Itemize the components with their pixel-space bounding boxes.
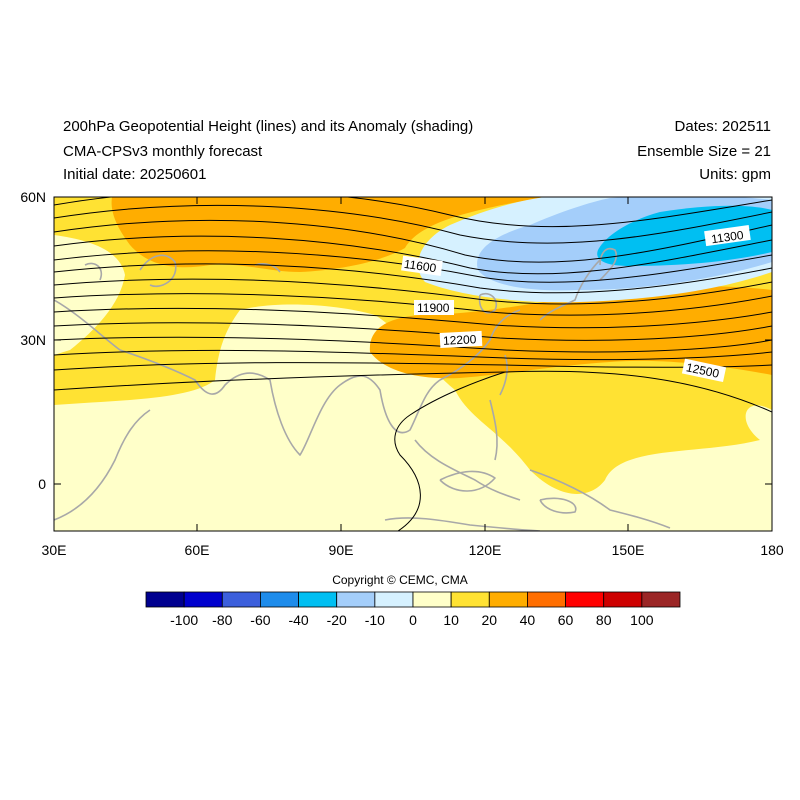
x-tick-60e: 60E <box>185 542 210 558</box>
colorbar-swatch <box>565 591 605 608</box>
colorbar-swatch <box>374 591 414 608</box>
x-tick-90e: 90E <box>329 542 354 558</box>
colorbar-swatch <box>336 591 376 608</box>
colorbar-tick-label: -60 <box>250 612 271 628</box>
colorbar-swatch <box>641 591 681 608</box>
colorbar-swatch <box>260 591 299 608</box>
anomaly-band-20-40-north <box>111 197 545 272</box>
colorbar-swatch <box>412 591 452 608</box>
colorbar-tick-label: 0 <box>409 612 417 628</box>
colorbar-swatch <box>450 591 490 608</box>
y-tick-60n: 60N <box>20 189 46 205</box>
y-tick-30n: 30N <box>20 332 46 348</box>
map-title: 200hPa Geopotential Height (lines) and i… <box>63 118 474 135</box>
colorbar-swatch <box>603 591 643 608</box>
x-tick-180: 180 <box>760 542 784 558</box>
axis-tick-labels: 30E 60E 90E 120E 150E 180 60N 30N 0 <box>20 189 784 558</box>
x-tick-30e: 30E <box>42 542 67 558</box>
colorbar-tick-label: 100 <box>630 612 654 628</box>
colorbar-swatch <box>527 591 566 608</box>
colorbar-tick-label: 10 <box>443 612 459 628</box>
forecast-dates: Dates: 202511 <box>674 118 771 135</box>
colorbar-tick-label: -100 <box>170 612 199 628</box>
colorbar-swatch <box>145 591 185 608</box>
colorbar-tick-label: -80 <box>212 612 233 628</box>
initial-date: Initial date: 20250601 <box>63 166 207 183</box>
contour-labels: 11300 11600 11900 12200 12500 <box>401 225 751 383</box>
anomaly-band-20-40-south <box>369 286 772 379</box>
colorbar-tick-label: -20 <box>326 612 347 628</box>
colorbar-tick-label: 80 <box>595 612 612 628</box>
colorbar-tick-label: 20 <box>481 612 498 628</box>
contour-label-12500: 12500 <box>685 360 721 381</box>
copyright-notice: Copyright © CEMC, CMA <box>332 573 468 587</box>
colorbar <box>145 591 681 608</box>
map-frame <box>53 196 773 532</box>
colorbar-tick-label: -40 <box>288 612 309 628</box>
ensemble-size: Ensemble Size = 21 <box>637 143 771 160</box>
contour-label-12200: 12200 <box>443 332 477 348</box>
colorbar-swatch <box>488 591 528 608</box>
colorbar-swatch <box>183 591 223 608</box>
x-tick-120e: 120E <box>469 542 502 558</box>
colorbar-tick-label: 40 <box>519 612 536 628</box>
colorbar-tick-label: -10 <box>364 612 385 628</box>
colorbar-swatch <box>298 591 338 608</box>
colorbar-swatch <box>221 591 261 608</box>
units-label: Units: gpm <box>699 166 771 183</box>
colorbar-tick-label: 60 <box>557 612 574 628</box>
contour-label-11900: 11900 <box>417 301 450 315</box>
contour-label-11600: 11600 <box>403 257 437 275</box>
contour-label-11300: 11300 <box>710 228 744 246</box>
model-name: CMA-CPSv3 monthly forecast <box>63 143 263 160</box>
map-plot-area <box>54 197 772 531</box>
y-tick-0: 0 <box>38 476 46 492</box>
x-tick-150e: 150E <box>612 542 645 558</box>
